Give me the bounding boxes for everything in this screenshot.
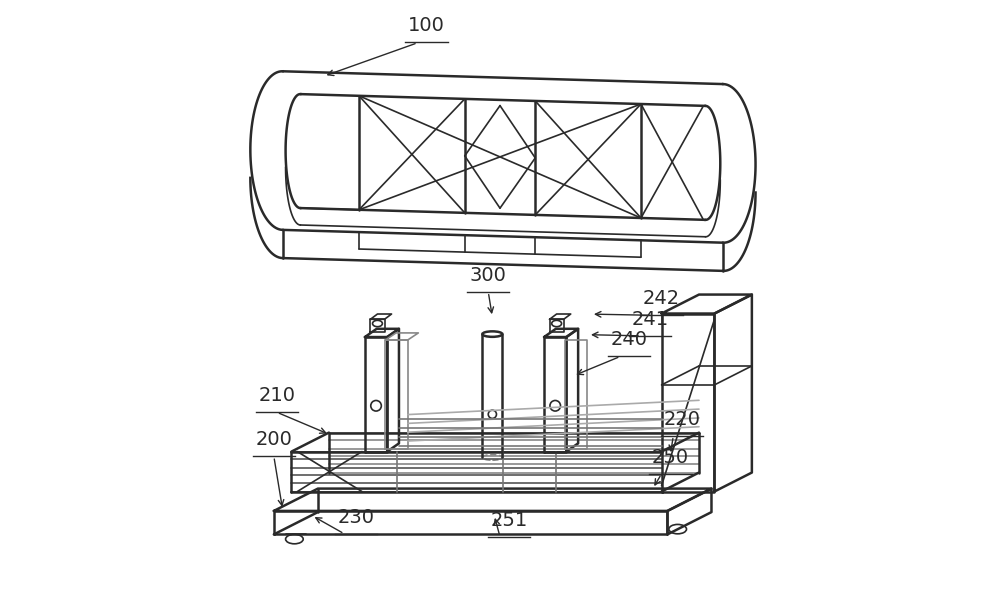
Text: 251: 251 — [490, 511, 527, 530]
Text: 210: 210 — [258, 386, 295, 405]
Text: 240: 240 — [611, 330, 648, 349]
Text: 100: 100 — [408, 16, 445, 35]
Text: 242: 242 — [643, 289, 680, 308]
Text: 300: 300 — [470, 266, 507, 285]
Text: 250: 250 — [652, 448, 689, 467]
Text: 220: 220 — [664, 410, 701, 429]
Text: 241: 241 — [631, 310, 668, 329]
Text: 200: 200 — [255, 431, 292, 449]
Text: 230: 230 — [338, 508, 375, 527]
